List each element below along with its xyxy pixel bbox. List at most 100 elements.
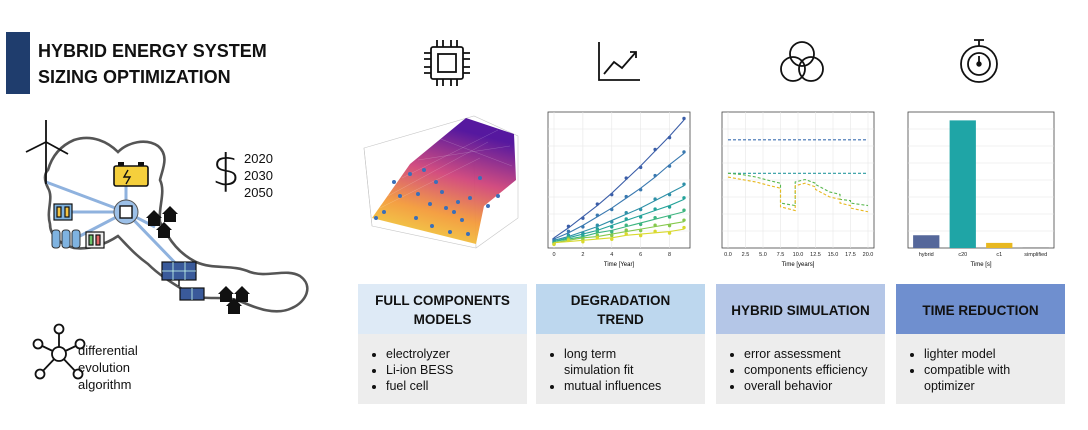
list-item: lighter model	[924, 346, 1065, 362]
data-point	[682, 218, 686, 222]
bar-c1	[986, 242, 1013, 248]
data-point	[624, 228, 628, 232]
data-point	[566, 238, 571, 242]
solar-panel-icon	[161, 261, 197, 286]
houses-icon-1	[146, 206, 178, 238]
data-point	[610, 233, 614, 238]
card-full-components: electrolyzer Li-ion BESS fuel cell	[358, 334, 527, 404]
data-point	[624, 211, 628, 215]
column-header-text: DEGRADATION TREND	[570, 293, 671, 327]
bullet-list: electrolyzer Li-ion BESS fuel cell	[358, 334, 527, 394]
column-header-text: FULL COMPONENTS MODELS	[375, 293, 510, 327]
data-point	[638, 165, 643, 170]
x-tick-label: 8	[668, 252, 671, 258]
data-point	[610, 237, 614, 241]
data-point	[638, 188, 643, 192]
bullet-list: error assessment components efficiency o…	[716, 334, 885, 394]
time-ticks: hybrid c20 c1 simplified	[919, 252, 1047, 258]
bar-hybrid	[913, 235, 940, 248]
data-point	[653, 147, 657, 152]
time-xlabel: Time [s]	[970, 262, 991, 268]
surface-points	[374, 168, 500, 236]
data-point	[581, 240, 585, 244]
degradation-grid	[548, 112, 690, 248]
time-grid	[908, 128, 1054, 232]
stopwatch-icon	[960, 39, 998, 83]
title-line-2: SIZING OPTIMIZATION	[38, 67, 231, 87]
data-point	[682, 150, 686, 154]
time-bars	[913, 120, 1049, 248]
data-point	[653, 229, 657, 234]
data-point	[595, 233, 600, 237]
list-item: overall behavior	[744, 378, 885, 394]
degradation-series	[552, 116, 686, 246]
data-point	[610, 225, 614, 229]
data-point	[610, 230, 614, 234]
surface-mesh	[372, 118, 516, 244]
data-point	[667, 215, 672, 219]
simulation-chart: 0.0 2.5 5.0 7.5 10.0 12.5 15.0 17.5 20.0 Time [y…	[721, 111, 875, 268]
data-point	[595, 227, 600, 231]
data-point	[624, 194, 628, 199]
bar-simplified	[1022, 247, 1049, 248]
x-tick-label: 5.0	[759, 252, 767, 258]
wind-turbine-icon	[25, 120, 69, 184]
data-point	[552, 242, 556, 246]
data-point	[581, 225, 585, 229]
series-line-s1	[553, 119, 685, 239]
data-point	[595, 223, 600, 227]
data-point	[624, 223, 628, 227]
data-point	[682, 182, 686, 186]
x-tick-label: 6	[639, 252, 642, 258]
x-tick-label: 0.0	[724, 252, 732, 258]
degradation-xlabel: Time [Year]	[604, 262, 635, 268]
data-point	[566, 224, 571, 229]
degradation-chart: 0 2 4 6 8 Time [Year]	[547, 111, 691, 268]
algorithm-line-1: differential	[78, 343, 138, 358]
cpu-icon	[424, 40, 470, 86]
data-point	[566, 229, 571, 234]
x-tick-label: c1	[996, 252, 1002, 258]
algorithm-label: differential evolution algorithm	[78, 342, 138, 393]
data-point	[667, 164, 672, 168]
surface-gridlines	[379, 129, 513, 209]
data-point	[653, 197, 657, 201]
title-line-1: HYBRID ENERGY SYSTEM	[38, 41, 267, 61]
x-tick-label: 2.5	[742, 252, 750, 258]
region-outline	[43, 136, 309, 313]
data-point	[610, 220, 614, 224]
card-simulation: error assessment components efficiency o…	[716, 334, 885, 404]
card-time: lighter model compatible with optimizer	[896, 334, 1065, 404]
houses-icon-2	[218, 286, 250, 314]
data-point	[682, 208, 686, 212]
list-item: error assessment	[744, 346, 885, 362]
hydrogen-tanks-icon	[51, 229, 81, 249]
list-item: compatible with optimizer	[924, 362, 1029, 394]
simulation-grid	[722, 112, 874, 248]
data-point	[610, 192, 614, 197]
list-item: electrolyzer	[386, 346, 527, 362]
data-point	[624, 232, 628, 236]
series-line-s3	[553, 185, 685, 241]
bullet-list: lighter model compatible with optimizer	[896, 334, 1065, 394]
series-line-yellow	[727, 176, 869, 213]
data-point	[595, 229, 600, 234]
x-tick-label: 17.5	[845, 252, 856, 258]
x-tick-label: simplified	[1024, 252, 1047, 258]
year-3: 2050	[244, 185, 273, 200]
x-tick-label: c20	[958, 252, 967, 258]
year-1: 2020	[244, 151, 273, 166]
venn-icon	[780, 41, 824, 82]
trend-chart-icon	[598, 42, 640, 81]
data-point	[667, 192, 672, 197]
data-point	[638, 233, 643, 238]
list-item: Li-ion BESS	[386, 362, 527, 378]
battery-icon	[113, 162, 149, 187]
column-header-simulation: HYBRID SIMULATION	[716, 284, 885, 336]
data-point	[653, 223, 657, 227]
x-tick-label: 4	[610, 252, 613, 258]
bullet-list: long term simulation fit mutual influenc…	[536, 334, 705, 394]
series-line-green	[727, 172, 869, 207]
control-hub-icon	[113, 199, 139, 225]
data-point	[653, 173, 657, 178]
